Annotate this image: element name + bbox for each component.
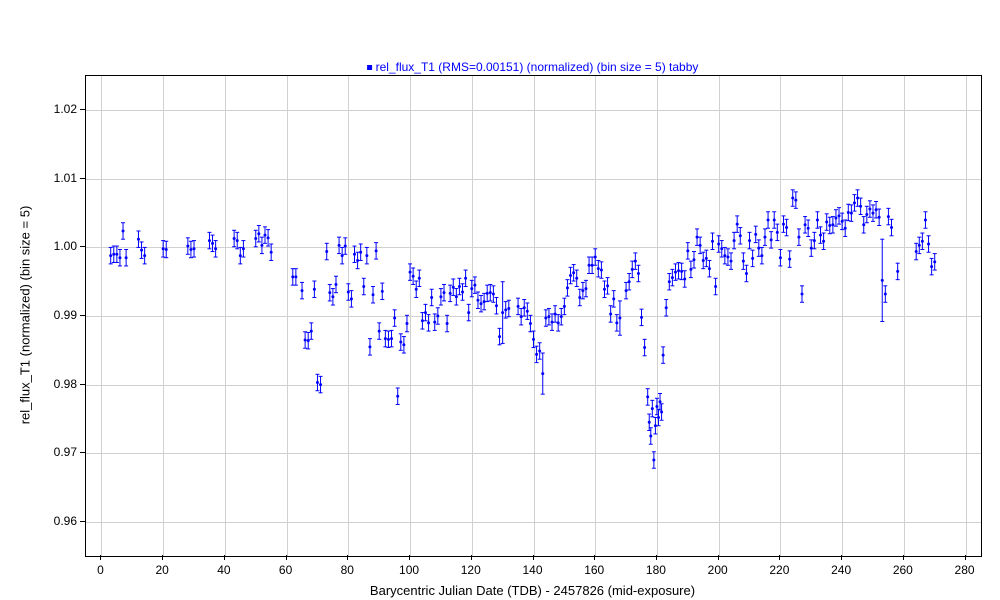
y-axis-label: rel_flux_T1 (normalized) (bin size = 5)	[18, 206, 33, 425]
x-tick-label: 140	[522, 563, 542, 577]
y-tick-label: 1.01	[45, 171, 77, 185]
tick-x	[779, 555, 780, 560]
legend: rel_flux_T1 (RMS=0.00151) (normalized) (…	[367, 60, 699, 74]
tick-y	[80, 384, 85, 385]
x-tick-label: 240	[831, 563, 851, 577]
tick-x	[656, 555, 657, 560]
tick-y	[80, 452, 85, 453]
tick-x	[718, 555, 719, 560]
tick-x	[100, 555, 101, 560]
x-tick-label: 160	[584, 563, 604, 577]
tick-x	[841, 555, 842, 560]
tick-x	[347, 555, 348, 560]
tick-x	[286, 555, 287, 560]
y-tick-label: 0.96	[45, 514, 77, 528]
tick-x	[594, 555, 595, 560]
legend-text: rel_flux_T1 (RMS=0.00151) (normalized) (…	[376, 60, 699, 74]
tick-y	[80, 521, 85, 522]
x-tick-label: 80	[341, 563, 354, 577]
y-tick-label: 0.97	[45, 445, 77, 459]
x-tick-label: 20	[155, 563, 168, 577]
tick-y	[80, 246, 85, 247]
tick-x	[965, 555, 966, 560]
data-layer	[86, 76, 981, 556]
chart-container: 0.96 0.97 0.98 0.99 1.00 1.01 1.02 0 20 40 60 80 100…	[0, 0, 1000, 600]
x-tick-label: 120	[461, 563, 481, 577]
x-tick-label: 220	[769, 563, 789, 577]
tick-x	[409, 555, 410, 560]
y-tick-label: 1.00	[45, 239, 77, 253]
tick-y	[80, 315, 85, 316]
y-tick-label: 0.98	[45, 377, 77, 391]
x-tick-label: 0	[97, 563, 104, 577]
tick-y	[80, 109, 85, 110]
tick-x	[903, 555, 904, 560]
x-tick-label: 260	[893, 563, 913, 577]
tick-x	[533, 555, 534, 560]
tick-x	[162, 555, 163, 560]
x-axis-label: Barycentric Julian Date (TDB) - 2457826 …	[370, 583, 695, 598]
tick-x	[224, 555, 225, 560]
y-tick-label: 0.99	[45, 308, 77, 322]
x-tick-label: 200	[708, 563, 728, 577]
x-tick-label: 100	[399, 563, 419, 577]
tick-y	[80, 178, 85, 179]
tick-x	[471, 555, 472, 560]
x-tick-label: 40	[217, 563, 230, 577]
plot-area	[85, 75, 982, 557]
y-tick-label: 1.02	[45, 102, 77, 116]
x-tick-label: 280	[955, 563, 975, 577]
x-tick-label: 180	[646, 563, 666, 577]
x-tick-label: 60	[279, 563, 292, 577]
legend-marker-icon	[367, 65, 372, 70]
